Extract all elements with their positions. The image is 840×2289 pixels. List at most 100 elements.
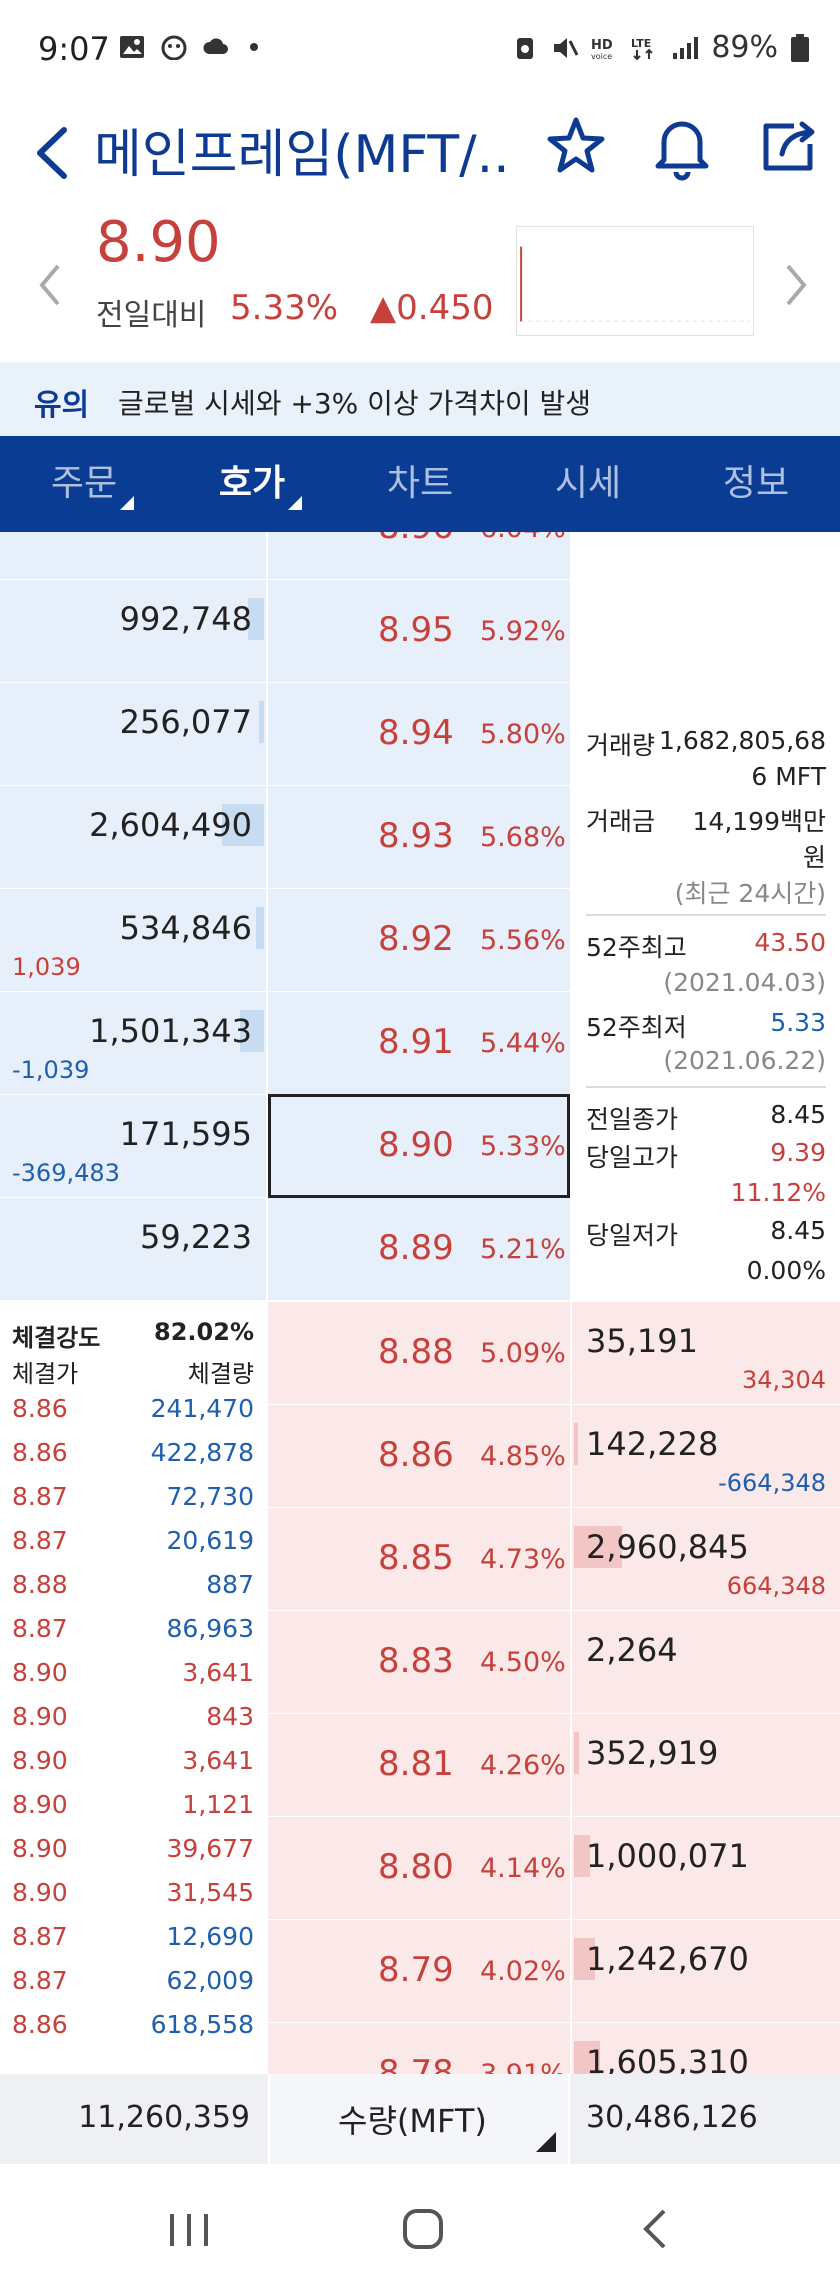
low52-label: 52주최저: [586, 1013, 687, 1042]
trade-tick-row: 8.90 843: [12, 1702, 254, 1746]
diff-amount: ▲0.450: [370, 288, 494, 328]
back-button[interactable]: [26, 118, 82, 188]
strength-value: 82.02%: [154, 1318, 254, 1346]
trade-tick-row: 8.87 86,963: [12, 1614, 254, 1658]
ask-qty-cell: 1,501,343 -1,039: [0, 992, 266, 1094]
system-back-button[interactable]: [622, 2194, 692, 2264]
bid-row[interactable]: 8.81 4.26% 352,919: [0, 1714, 840, 1817]
ask-price: 8.96: [378, 532, 454, 547]
ask-qty-cell: 992,748: [0, 580, 266, 682]
favorite-star-button[interactable]: [540, 110, 612, 182]
ask-row[interactable]: 256,077 8.94 5.80%: [0, 683, 840, 786]
tick-volume: 887: [206, 1570, 254, 1599]
tick-volume: 12,690: [166, 1922, 254, 1951]
ask-qty-cell: 171,595 -369,483: [0, 1095, 266, 1197]
ask-row[interactable]: 59,223 8.89 5.21%: [0, 1198, 840, 1301]
ask-price: 8.89: [378, 1228, 454, 1268]
bid-row[interactable]: 8.88 5.09% 35,191 34,304: [0, 1302, 840, 1405]
unit-selector[interactable]: 수량(MFT): [268, 2074, 570, 2164]
bid-price-cell: 8.86 4.85%: [268, 1405, 570, 1507]
bid-qty-change: -664,348: [718, 1469, 826, 1497]
bid-qty-change: 664,348: [726, 1572, 826, 1600]
trade-tick-row: 8.90 31,545: [12, 1878, 254, 1922]
recents-button[interactable]: [154, 2194, 224, 2264]
tick-price: 8.87: [12, 1966, 68, 1995]
svg-text:HD: HD: [591, 38, 613, 53]
ask-qty: 59,223: [140, 1218, 252, 1256]
bid-row[interactable]: 8.79 4.02% 1,242,670: [0, 1920, 840, 2023]
tick-volume: 1,121: [182, 1790, 254, 1819]
market-info-panel: 거래량 1,682,805,68 6 MFT 거래금 14,199백만 원 (최…: [572, 532, 840, 1302]
bid-qty: 35,191: [586, 1322, 698, 1360]
next-stock-button[interactable]: [776, 250, 816, 320]
tab-order[interactable]: 주문: [0, 436, 168, 532]
tick-volume: 31,545: [166, 1878, 254, 1907]
bid-row[interactable]: 8.83 4.50% 2,264: [0, 1611, 840, 1714]
bid-volume-bar: [574, 1526, 622, 1568]
ask-percent: 5.21%: [480, 1234, 566, 1265]
ask-row[interactable]: 992,748 8.95 5.92%: [0, 580, 840, 683]
ask-percent: 5.33%: [480, 1131, 566, 1162]
trade-tick-row: 8.90 3,641: [12, 1746, 254, 1790]
ask-qty-cell: 2,604,490: [0, 786, 266, 888]
status-bar: 9:07 HD voice LTE 89%: [0, 0, 840, 100]
tab-info[interactable]: 정보: [722, 463, 790, 504]
tab-quotes[interactable]: 시세: [554, 463, 622, 504]
bid-volume-bar: [574, 1835, 590, 1877]
prev-close-label: 전일종가: [586, 1105, 679, 1134]
bid-row[interactable]: 8.80 4.14% 1,000,071: [0, 1817, 840, 1920]
bid-percent: 5.09%: [480, 1338, 566, 1369]
price-summary: 8.90 전일대비 5.33% ▲0.450: [0, 210, 840, 360]
price-header: 체결가: [12, 1360, 79, 1388]
day-low-value: 8.45: [770, 1216, 826, 1245]
ask-row[interactable]: 171,595 -369,483 8.90 5.33%: [0, 1095, 840, 1198]
ask-total: 11,260,359: [78, 2100, 250, 2135]
ask-row-partial[interactable]: 8.96 6.04%: [0, 532, 840, 580]
ask-row[interactable]: 2,604,490 8.93 5.68%: [0, 786, 840, 889]
notice-banner[interactable]: 유의 글로벌 시세와 +3% 이상 가격차이 발생: [0, 362, 840, 436]
status-time: 9:07: [38, 30, 110, 68]
bid-row[interactable]: 8.85 4.73% 2,960,845 664,348: [0, 1508, 840, 1611]
mute-icon: [554, 37, 579, 58]
bid-qty: 1,000,071: [586, 1837, 749, 1875]
bid-price: 8.85: [378, 1538, 454, 1578]
bid-row[interactable]: 8.78 3.91% 1,605,310: [0, 2023, 840, 2074]
page-title: 메인프레임(MFT/...: [94, 125, 514, 185]
alarm-bell-button[interactable]: [646, 110, 718, 182]
ask-qty: 1,501,343: [89, 1012, 252, 1050]
prev-close-value: 8.45: [770, 1100, 826, 1129]
svg-text:LTE: LTE: [631, 37, 651, 50]
trade-tick-row: 8.90 3,641: [12, 1658, 254, 1702]
tab-chart[interactable]: 차트: [386, 463, 454, 504]
tick-volume: 241,470: [150, 1394, 254, 1423]
home-button[interactable]: [388, 2194, 458, 2264]
tab-orderbook[interactable]: 호가: [168, 436, 336, 532]
volume-value: 1,682,805,68: [659, 726, 826, 755]
share-button[interactable]: [752, 110, 824, 182]
ask-row[interactable]: 534,846 1,039 8.92 5.56%: [0, 889, 840, 992]
volume-header: 체결량: [187, 1360, 254, 1388]
ask-qty: 2,604,490: [89, 806, 252, 844]
ask-qty-change: -1,039: [12, 1056, 90, 1084]
bid-qty-cell: 2,264: [572, 1611, 840, 1713]
ask-price-cell: 8.91 5.44%: [268, 992, 570, 1094]
system-nav-bar: [0, 2164, 840, 2289]
mini-chart[interactable]: [516, 226, 754, 336]
ask-price-cell: 8.90 5.33%: [268, 1095, 570, 1197]
battery-icon: [791, 33, 809, 62]
ask-row[interactable]: 1,501,343 -1,039 8.91 5.44%: [0, 992, 840, 1095]
bid-price-cell: 8.78 3.91%: [268, 2023, 570, 2074]
bid-row[interactable]: 8.86 4.85% 142,228 -664,348: [0, 1405, 840, 1508]
ask-qty: 171,595: [119, 1115, 252, 1153]
prev-stock-button[interactable]: [30, 250, 70, 320]
ask-percent: 5.80%: [480, 719, 566, 750]
bid-qty: 2,960,845: [586, 1528, 749, 1566]
lte-icon: LTE: [631, 37, 654, 60]
low52-value: 5.33: [770, 1008, 826, 1037]
tick-volume: 3,641: [182, 1746, 254, 1775]
trade-tick-row: 8.86 241,470: [12, 1394, 254, 1438]
bid-qty-cell: 142,228 -664,348: [572, 1405, 840, 1507]
ask-percent: 6.04%: [480, 532, 566, 544]
recycle-icon: [517, 37, 534, 59]
title-bar: 메인프레임(MFT/...: [0, 100, 840, 210]
